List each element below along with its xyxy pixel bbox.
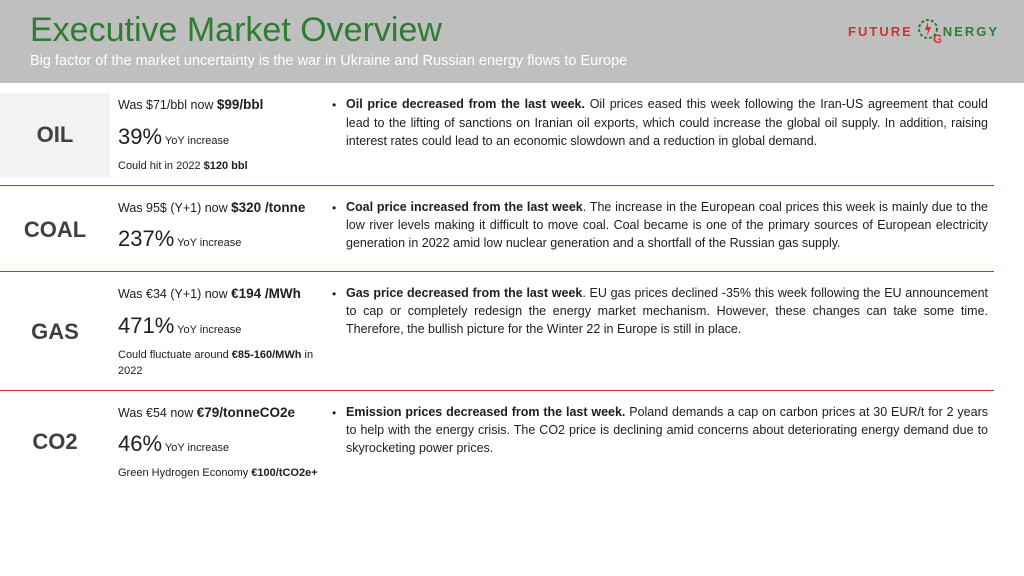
commodity-label: GAS [0, 282, 110, 381]
was-text: Was $71/bbl now [118, 98, 217, 112]
logo-text-right: NERGY [943, 25, 999, 38]
was-text: Was €34 (Y+1) now [118, 287, 231, 301]
row-co2: CO2 Was €54 now €79/tonneCO2e 46% YoY in… [0, 391, 994, 492]
pct-value: 237% [118, 226, 174, 251]
figures-gas: Was €34 (Y+1) now €194 /MWh 471% YoY inc… [110, 282, 328, 381]
description-oil: • Oil price decreased from the last week… [328, 93, 994, 176]
logo-icon: G [915, 14, 941, 49]
bullet-icon: • [332, 405, 336, 422]
header: Executive Market Overview Big factor of … [0, 0, 1024, 83]
note-bold: €85-160/MWh [232, 349, 302, 361]
content: OIL Was $71/bbl now $99/bbl 39% YoY incr… [0, 83, 1024, 492]
pct-unit: YoY increase [174, 237, 241, 249]
page-subtitle: Big factor of the market uncertainty is … [30, 53, 994, 69]
row-oil: OIL Was $71/bbl now $99/bbl 39% YoY incr… [0, 83, 994, 185]
bullet-icon: • [332, 97, 336, 114]
desc-lead: Gas price decreased from the last week [346, 286, 582, 300]
logo: FUTURE G NERGY [848, 14, 999, 49]
row-coal: COAL Was 95$ (Y+1) now $320 /tonne 237% … [0, 186, 994, 272]
note-prefix: Could fluctuate around [118, 349, 232, 361]
note-prefix: Green Hydrogen Economy [118, 467, 251, 479]
was-text: Was 95$ (Y+1) now [118, 201, 231, 215]
desc-lead: Oil price decreased from the last week. [346, 97, 585, 111]
was-text: Was €54 now [118, 406, 197, 420]
description-coal: • Coal price increased from the last wee… [328, 196, 994, 263]
now-price: $320 /tonne [231, 200, 305, 215]
bullet-icon: • [332, 200, 336, 217]
pct-value: 39% [118, 124, 162, 149]
commodity-label: OIL [0, 93, 110, 176]
svg-text:G: G [933, 32, 941, 44]
bullet-icon: • [332, 286, 336, 303]
commodity-label: CO2 [0, 401, 110, 484]
note-prefix: Could hit in 2022 [118, 160, 204, 172]
logo-text-left: FUTURE [848, 25, 913, 38]
note-bold: $120 bbl [204, 160, 248, 172]
note-bold: €100/tCO2e+ [251, 467, 317, 479]
now-price: $99/bbl [217, 97, 264, 112]
figures-coal: Was 95$ (Y+1) now $320 /tonne 237% YoY i… [110, 196, 328, 263]
pct-value: 46% [118, 431, 162, 456]
now-price: €79/tonneCO2e [197, 405, 295, 420]
desc-lead: Coal price increased from the last week [346, 200, 583, 214]
description-co2: • Emission prices decreased from the las… [328, 401, 994, 484]
figures-co2: Was €54 now €79/tonneCO2e 46% YoY increa… [110, 401, 328, 484]
pct-value: 471% [118, 313, 174, 338]
now-price: €194 /MWh [231, 286, 301, 301]
figures-oil: Was $71/bbl now $99/bbl 39% YoY increase… [110, 93, 328, 176]
pct-unit: YoY increase [174, 324, 241, 336]
pct-unit: YoY increase [162, 442, 229, 454]
pct-unit: YoY increase [162, 135, 229, 147]
desc-lead: Emission prices decreased from the last … [346, 405, 625, 419]
commodity-label: COAL [0, 196, 110, 263]
row-gas: GAS Was €34 (Y+1) now €194 /MWh 471% YoY… [0, 272, 994, 390]
description-gas: • Gas price decreased from the last week… [328, 282, 994, 381]
